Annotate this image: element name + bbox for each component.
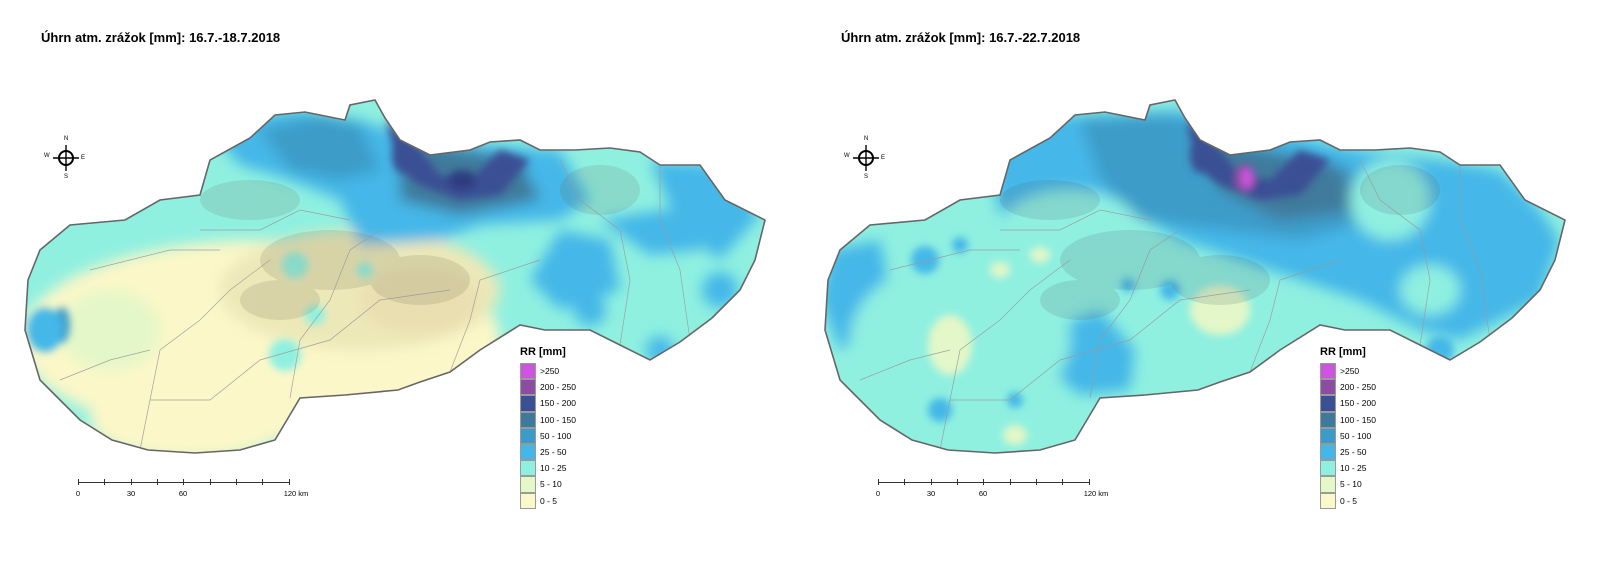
- scale-label-60: 60: [178, 489, 188, 498]
- legend-swatch: [520, 363, 536, 380]
- legend-item: 10 - 25: [1320, 460, 1430, 477]
- legend-label: 50 - 100: [1340, 430, 1372, 441]
- legend-item: 25 - 50: [520, 443, 630, 461]
- legend-swatch: [1320, 460, 1336, 477]
- compass-w: W: [44, 153, 50, 159]
- legend-label: 0 - 5: [540, 495, 558, 506]
- country-border: [824, 99, 1566, 454]
- compass-n: N: [64, 136, 69, 142]
- scale-label-30: 30: [926, 489, 936, 498]
- legend-label: 200 - 250: [1340, 382, 1376, 393]
- legend-label: 50 - 100: [540, 430, 572, 441]
- legend-rows: >250 200 - 250 150 - 200 100 - 150 50 - 100 2…: [520, 363, 630, 509]
- compass-e: E: [81, 155, 86, 161]
- legend-item: 0 - 5: [1320, 492, 1430, 509]
- legend-label: 150 - 200: [540, 398, 576, 409]
- legend-item: 200 - 250: [520, 379, 630, 396]
- compass-rose: N S E W: [44, 136, 88, 182]
- legend-swatch: [520, 476, 536, 493]
- legend-label: 0 - 5: [1340, 495, 1358, 506]
- legend-swatch: [1320, 427, 1336, 444]
- legend-swatch: [520, 427, 536, 444]
- compass-n: N: [864, 136, 869, 142]
- legend-swatch: [1320, 411, 1336, 428]
- legend-title: RR [mm]: [520, 346, 566, 358]
- legend-title: RR [mm]: [1320, 346, 1366, 358]
- compass-rose: N S E W: [844, 136, 888, 182]
- scale-label-0: 0: [875, 489, 881, 498]
- legend-item: 50 - 100: [520, 427, 630, 444]
- legend-swatch: [1320, 476, 1336, 493]
- legend-label: 25 - 50: [1340, 447, 1367, 458]
- legend-label: 10 - 25: [540, 463, 567, 474]
- legend-label: >250: [540, 366, 560, 377]
- scale-label-120: 120 km: [1083, 489, 1109, 498]
- legend-label: 5 - 10: [540, 479, 562, 490]
- legend-rows: >250 200 - 250 150 - 200 100 - 150 50 - 100 2…: [1320, 363, 1430, 509]
- legend-item: 100 - 150: [1320, 411, 1430, 428]
- rainfall-fill: [25, 100, 765, 453]
- legend-label: 150 - 200: [1340, 398, 1376, 409]
- legend-label: >250: [1340, 366, 1360, 377]
- map-panel-left: Úhrn atm. zrážok [mm]: 16.7.-18.7.2018 N…: [24, 30, 766, 509]
- scale-label-0: 0: [75, 489, 81, 498]
- legend-item: 5 - 10: [1320, 476, 1430, 493]
- legend-item: 5 - 10: [520, 476, 630, 493]
- legend-label: 25 - 50: [540, 447, 567, 458]
- legend: RR [mm] >250 200 - 250 150 - 200 100 - 150 5…: [1320, 346, 1430, 509]
- precipitation-map: [824, 99, 1566, 454]
- legend-swatch: [520, 460, 536, 477]
- legend-item: 0 - 5: [520, 492, 630, 509]
- legend-item: 100 - 150: [520, 411, 630, 428]
- country-border: [24, 99, 766, 454]
- legend-item: 200 - 250: [1320, 379, 1430, 396]
- legend-item: 150 - 200: [520, 395, 630, 412]
- legend-item: 10 - 25: [520, 460, 630, 477]
- legend-swatch: [1320, 379, 1336, 396]
- scale-label-30: 30: [126, 489, 136, 498]
- scale-bar: 0 30 60 120 km: [75, 478, 308, 502]
- legend-swatch: [520, 411, 536, 428]
- legend-swatch: [520, 443, 536, 461]
- legend-item: >250: [520, 363, 630, 380]
- legend-label: 200 - 250: [540, 382, 576, 393]
- scale-bar: 0 30 60 120 km: [875, 478, 1108, 502]
- legend-item: 50 - 100: [1320, 427, 1430, 444]
- legend: RR [mm] >250 200 - 250 150 - 200 100 - 150 5…: [520, 346, 630, 509]
- map-title: Úhrn atm. zrážok [mm]: 16.7.-18.7.2018: [41, 30, 281, 45]
- precipitation-map: [24, 99, 766, 454]
- legend-swatch: [1320, 363, 1336, 380]
- legend-swatch: [520, 379, 536, 396]
- scale-label-120: 120 km: [283, 489, 309, 498]
- legend-swatch: [1320, 492, 1336, 509]
- scale-label-60: 60: [978, 489, 988, 498]
- legend-label: 5 - 10: [1340, 479, 1362, 490]
- legend-swatch: [520, 492, 536, 509]
- compass-s: S: [864, 174, 869, 180]
- legend-label: 10 - 25: [1340, 463, 1367, 474]
- compass-e: E: [881, 155, 886, 161]
- compass-s: S: [64, 174, 69, 180]
- map-panel-right: Úhrn atm. zrážok [mm]: 16.7.-22.7.2018 N…: [800, 0, 1600, 565]
- map-title: Úhrn atm. zrážok [mm]: 16.7.-22.7.2018: [841, 30, 1081, 45]
- legend-item: >250: [1320, 363, 1430, 380]
- legend-swatch: [520, 395, 536, 412]
- legend-label: 100 - 150: [1340, 414, 1376, 425]
- legend-item: 150 - 200: [1320, 395, 1430, 412]
- legend-swatch: [1320, 443, 1336, 461]
- rainfall-fill: [825, 100, 1565, 453]
- legend-item: 25 - 50: [1320, 443, 1430, 461]
- legend-swatch: [1320, 395, 1336, 412]
- legend-label: 100 - 150: [540, 414, 576, 425]
- compass-w: W: [844, 153, 850, 159]
